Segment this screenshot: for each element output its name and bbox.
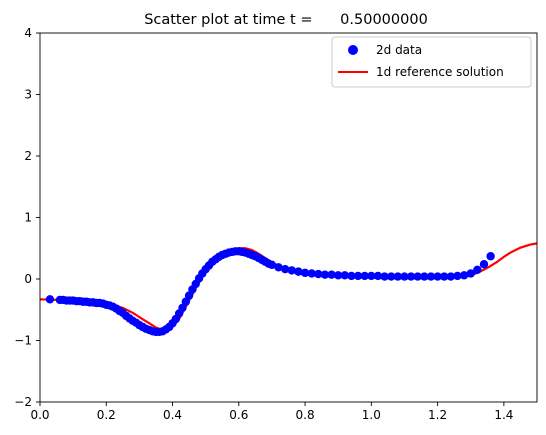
data-point [387, 272, 396, 281]
data-point [340, 271, 350, 280]
legend-label-1d-reference: 1d reference solution [376, 65, 504, 79]
data-point [486, 252, 495, 261]
y-tick-label: 4 [24, 26, 32, 40]
y-tick-label: 0 [24, 272, 32, 286]
chart-title: Scatter plot at time t = 0.50000000 [144, 12, 428, 28]
plot-area [40, 242, 537, 337]
data-point [314, 269, 323, 279]
data-point [440, 272, 449, 281]
y-tick-label: −1 [14, 334, 32, 348]
data-point [307, 269, 316, 278]
x-tick-label: 0.6 [229, 408, 248, 422]
data-point [280, 264, 290, 274]
data-point [287, 266, 297, 275]
data-point [45, 295, 55, 304]
data-point [380, 272, 389, 281]
data-point [320, 270, 330, 279]
data-point [300, 268, 310, 278]
y-tick-label: 3 [24, 88, 32, 102]
data-point [433, 272, 442, 281]
data-point [367, 271, 376, 281]
x-tick-label: 1.4 [494, 408, 513, 422]
x-tick-label: 0.8 [296, 408, 315, 422]
data-point [446, 272, 456, 281]
y-tick-label: 2 [24, 149, 32, 163]
data-point [347, 271, 356, 281]
legend-label-2d-data: 2d data [376, 43, 422, 57]
y-tick-label: 1 [24, 211, 32, 225]
data-point [473, 265, 482, 274]
data-point [178, 303, 187, 313]
data-point [393, 272, 403, 281]
data-point [479, 260, 489, 269]
data-point [413, 272, 422, 281]
data-point [426, 272, 436, 281]
data-point [466, 269, 475, 278]
x-tick-label: 1.2 [428, 408, 447, 422]
data-point [360, 271, 369, 281]
legend-marker-scatter [348, 45, 358, 55]
x-tick-label: 0.2 [97, 408, 116, 422]
data-point [181, 297, 190, 306]
x-tick-label: 1.0 [362, 408, 381, 422]
x-tick-label: 0.0 [30, 408, 49, 422]
data-point [267, 260, 277, 270]
data-point [184, 291, 194, 300]
data-point [327, 270, 336, 279]
data-point [334, 271, 343, 280]
data-point [400, 272, 409, 281]
data-point [420, 272, 429, 281]
y-tick-label: −2 [14, 395, 32, 409]
legend: 2d data 1d reference solution [331, 36, 532, 88]
data-point [406, 272, 416, 281]
data-point [373, 271, 383, 281]
data-point [274, 263, 283, 272]
data-point [294, 267, 303, 276]
data-point [459, 271, 469, 280]
legend-box [331, 36, 532, 88]
axes: 0.0 0.2 0.4 0.6 0.8 1.0 1.2 1.4 −2 −1 0 1 2 3 4 [14, 26, 513, 422]
x-tick-label: 0.4 [163, 408, 182, 422]
data-point [453, 271, 462, 281]
data-point [353, 271, 363, 281]
